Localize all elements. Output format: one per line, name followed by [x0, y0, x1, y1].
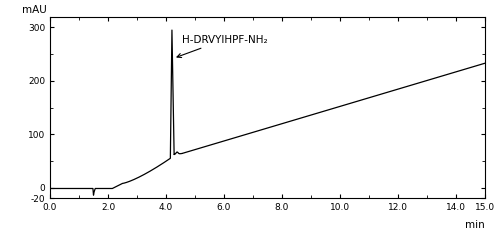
- Text: H-DRVYIHPF-NH₂: H-DRVYIHPF-NH₂: [177, 34, 268, 58]
- Text: min: min: [465, 220, 485, 230]
- Text: mAU: mAU: [22, 5, 46, 15]
